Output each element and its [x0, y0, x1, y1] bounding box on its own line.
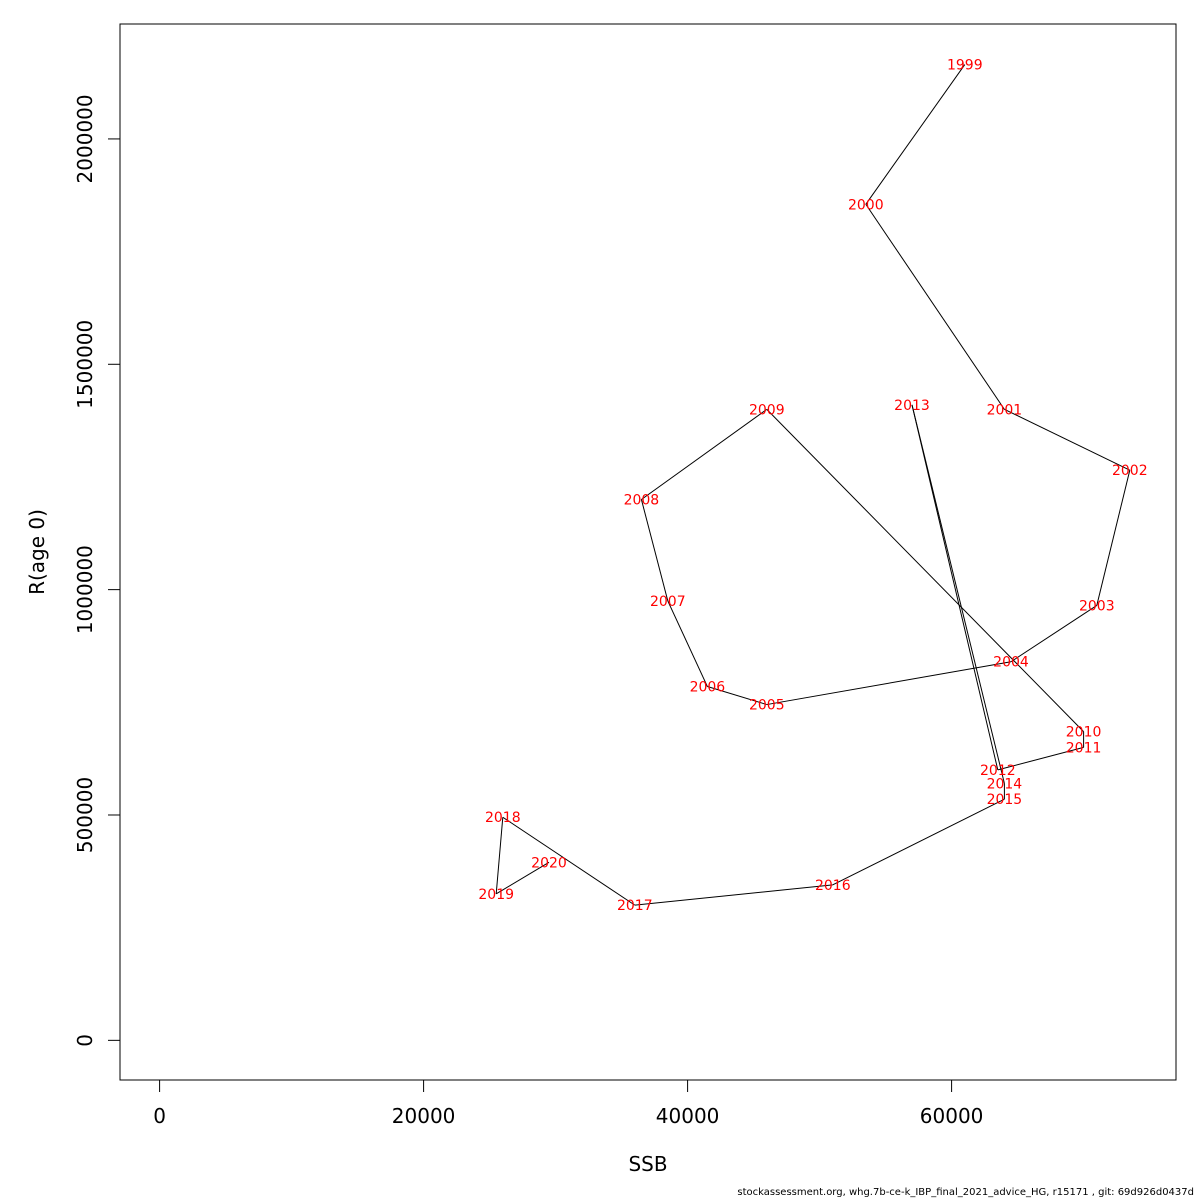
plot-frame [119, 23, 1177, 1081]
point-label-2001: 2001 [987, 402, 1023, 418]
point-label-2019: 2019 [478, 887, 514, 903]
y-tick-label: 0 [73, 1034, 97, 1047]
line-segment-2015-2016 [832, 798, 1005, 886]
line-segment-2013-2014 [911, 404, 1005, 784]
point-label-2005: 2005 [749, 698, 785, 714]
point-label-2006: 2006 [690, 680, 726, 696]
line-segment-2017-2018 [502, 816, 636, 906]
y-axis: 0 500000 1000000 1500000 2000000 [73, 94, 121, 1047]
line-segment-2009-2010 [766, 409, 1084, 732]
line-segment-2001-2002 [1004, 408, 1131, 471]
x-axis-title: SSB [628, 1152, 667, 1176]
line-segment-2012-2013 [911, 404, 999, 771]
point-labels: 1999 2000 2001 2002 2003 2004 2005 2006 2007 2008… [478, 58, 1147, 915]
y-axis-title: R(age 0) [25, 509, 49, 595]
point-label-1999: 1999 [947, 58, 983, 74]
point-label-2000: 2000 [848, 197, 884, 213]
line-segment-1999-2000 [865, 64, 966, 205]
y-tick-label: 1000000 [73, 545, 97, 634]
x-tick-label: 60000 [920, 1104, 984, 1128]
x-tick-label: 0 [153, 1104, 166, 1128]
point-label-2017: 2017 [617, 898, 653, 914]
point-label-2007: 2007 [650, 594, 686, 610]
point-label-2011: 2011 [1066, 740, 1102, 756]
line-segment-2018-2019 [495, 817, 504, 894]
point-label-2004: 2004 [993, 655, 1029, 671]
line-segment-2011-2012 [997, 746, 1084, 771]
y-tick-label: 2000000 [73, 94, 97, 183]
point-label-2018: 2018 [485, 810, 521, 826]
line-segment-2002-2003 [1096, 470, 1131, 606]
line-segment-2006-2007 [667, 600, 708, 687]
x-tick-label: 40000 [656, 1104, 720, 1128]
point-label-2014: 2014 [987, 776, 1023, 792]
point-label-2015: 2015 [987, 792, 1023, 808]
line-segment-2000-2001 [865, 204, 1005, 410]
line-segment-2005-2006 [707, 686, 767, 706]
point-label-2010: 2010 [1066, 725, 1102, 741]
x-tick-label: 20000 [392, 1104, 456, 1128]
point-label-2012: 2012 [980, 763, 1016, 779]
footer-credit: stockassessment.org, whg.7b-ce-k_IBP_fin… [737, 1187, 1194, 1198]
point-label-2009: 2009 [749, 402, 785, 418]
point-label-2008: 2008 [624, 492, 660, 508]
line-segment-2019-2020 [495, 861, 550, 895]
line-segment-2004-2005 [766, 661, 1012, 706]
point-label-2016: 2016 [815, 878, 851, 894]
line-segment-2007-2008 [640, 499, 669, 602]
point-label-2013: 2013 [894, 398, 930, 414]
point-label-2002: 2002 [1112, 463, 1148, 479]
line-segment-2008-2009 [641, 408, 768, 500]
y-tick-label: 500000 [73, 777, 97, 853]
series-path [495, 64, 1131, 906]
line-segment-2003-2004 [1010, 604, 1098, 663]
point-label-2020: 2020 [531, 855, 567, 871]
y-tick-label: 1500000 [73, 320, 97, 409]
point-label-2003: 2003 [1079, 598, 1115, 614]
line-segment-2016-2017 [634, 884, 833, 906]
x-axis: 0 20000 40000 60000 [153, 1079, 984, 1128]
